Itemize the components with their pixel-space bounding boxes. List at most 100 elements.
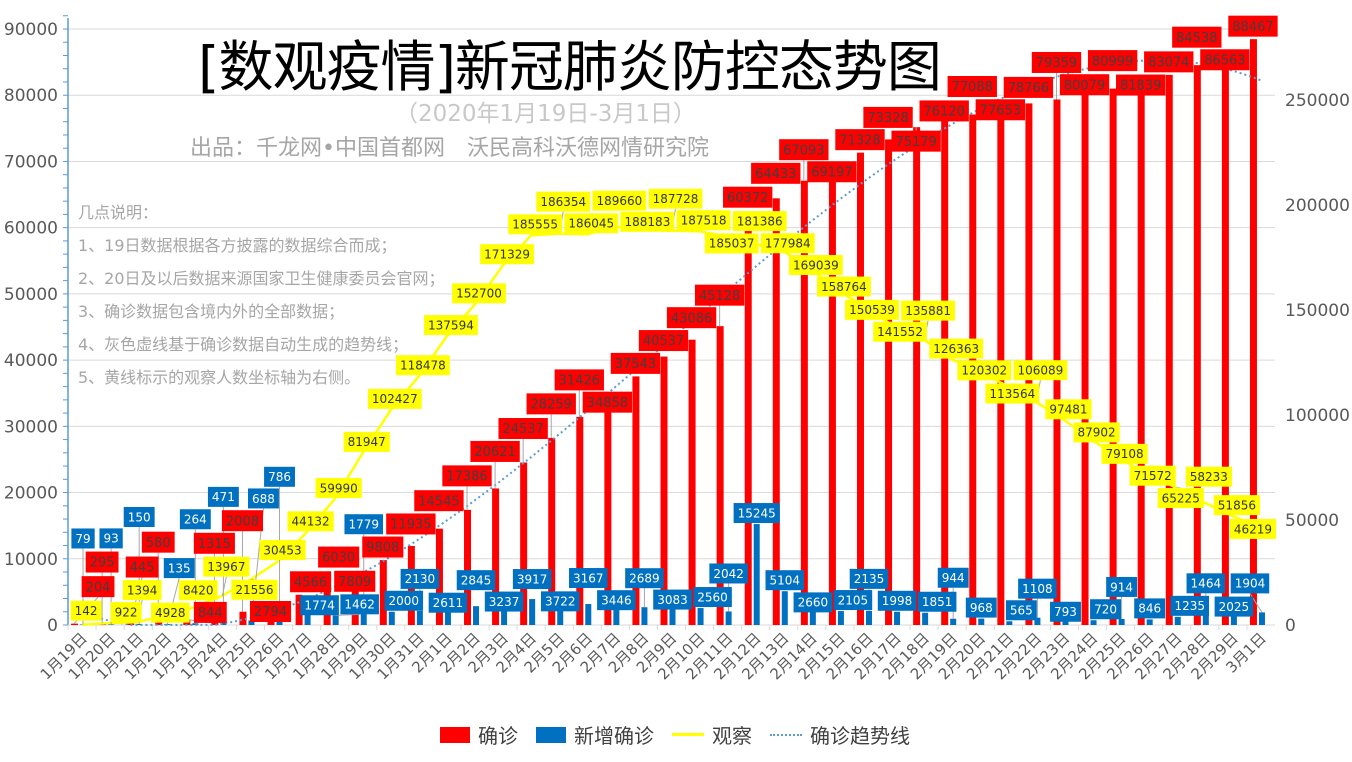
data-label-new-confirmed-group: 5104	[765, 570, 805, 591]
data-label-observation-box	[367, 388, 422, 409]
data-label-observation-group: 185037	[704, 233, 759, 254]
right-axis-tick-label: 150000	[1285, 301, 1350, 321]
data-label-confirmed: 83074	[1148, 56, 1189, 71]
data-label-new-confirmed: 793	[1054, 605, 1077, 619]
bar-confirmed	[464, 509, 472, 625]
data-label-observation-box	[564, 213, 619, 234]
data-label-new-confirmed-box	[1186, 573, 1226, 594]
data-label-observation: 118478	[400, 359, 446, 373]
data-label-observation-group: 152700	[452, 283, 506, 304]
data-label-confirmed-group: 20621	[470, 440, 520, 462]
data-label-observation-box	[817, 276, 871, 297]
data-label-observation: 185037	[709, 237, 755, 251]
data-label-new-confirmed-box	[1230, 573, 1270, 594]
data-label-new-confirmed: 565	[1010, 604, 1033, 618]
data-label-confirmed: 77653	[980, 103, 1021, 118]
data-label-confirmed: 7809	[338, 575, 371, 590]
data-label-new-confirmed-box	[163, 558, 195, 579]
right-axis-tick-label: 200000	[1285, 196, 1350, 216]
data-label-observation: 120302	[961, 364, 1007, 378]
right-axis-tick-label: 0	[1285, 616, 1296, 636]
leader-line	[1249, 593, 1263, 613]
data-label-confirmed-group: 34858	[582, 391, 633, 413]
data-label-new-confirmed-group: 2025	[1214, 596, 1254, 617]
legend-item-confirmed[interactable]: 确诊	[440, 720, 518, 749]
data-label-confirmed-box	[751, 162, 801, 184]
data-label-confirmed-box	[334, 570, 376, 592]
data-label-confirmed-box	[221, 510, 264, 532]
data-label-observation-group: 922	[110, 602, 142, 623]
data-label-confirmed-group: 14545	[414, 490, 464, 512]
data-label-confirmed-group: 81839	[1116, 74, 1166, 96]
data-label-observation: 102427	[372, 392, 418, 406]
bar-confirmed	[1193, 65, 1201, 625]
data-label-confirmed: 1315	[198, 537, 231, 552]
legend-item-trendline[interactable]: 确诊趋势线	[770, 720, 910, 749]
data-label-new-confirmed: 968	[970, 601, 993, 615]
data-label-new-confirmed-group: 944	[937, 567, 969, 588]
data-label-new-confirmed: 846	[1138, 602, 1161, 616]
data-label-new-confirmed-group: 1904	[1230, 573, 1270, 594]
data-label-observation: 135881	[905, 304, 951, 318]
data-label-new-confirmed-box	[1005, 600, 1037, 621]
bar-new-confirmed	[1174, 616, 1181, 625]
data-label-new-confirmed: 3446	[601, 593, 632, 607]
data-label-new-confirmed-box	[917, 591, 957, 612]
data-label-confirmed: 67093	[783, 143, 824, 158]
data-label-confirmed-box	[975, 99, 1026, 121]
data-label-confirmed: 80999	[1092, 54, 1133, 69]
data-label-observation-group: 187728	[648, 188, 703, 209]
bar-new-confirmed	[725, 611, 732, 625]
data-label-confirmed-group: 83074	[1144, 51, 1194, 73]
data-label-confirmed-box	[141, 531, 175, 553]
bar-new-confirmed	[332, 615, 339, 625]
data-label-new-confirmed: 3722	[545, 595, 576, 609]
data-label-new-confirmed-box	[965, 597, 997, 618]
data-label-observation-group: 169039	[788, 255, 843, 276]
data-label-confirmed-group: 6030	[318, 546, 360, 568]
data-label-observation-group: 65225	[1157, 488, 1204, 509]
data-label-new-confirmed-group: 786	[264, 466, 295, 487]
data-label-confirmed-box	[1200, 49, 1250, 71]
data-label-new-confirmed: 15245	[738, 506, 776, 520]
data-label-new-confirmed-box	[428, 592, 468, 613]
legend-swatch-yellow-line	[672, 733, 704, 736]
data-label-confirmed-box	[779, 139, 829, 161]
data-label-new-confirmed: 1774	[304, 599, 335, 613]
legend-item-observation[interactable]: 观察	[672, 720, 752, 749]
data-label-observation-group: 186045	[564, 213, 619, 234]
data-label-confirmed-group: 17386	[442, 465, 492, 487]
data-label-observation-group: 177984	[760, 233, 815, 254]
data-label-new-confirmed: 2105	[838, 593, 869, 607]
data-label-confirmed-box	[290, 571, 332, 593]
left-axis-tick-label: 70000	[4, 152, 58, 172]
data-label-new-confirmed-group: 2105	[833, 590, 873, 611]
data-label-confirmed-group: 31426	[554, 369, 604, 391]
data-label-confirmed: 11935	[390, 518, 431, 533]
data-label-new-confirmed-group: 2845	[456, 570, 496, 591]
note-item: 5、黄线标示的观察人数坐标轴为右侧。	[78, 368, 361, 387]
data-label-confirmed-group: 37543	[610, 352, 661, 374]
data-label-new-confirmed-box	[937, 567, 969, 588]
data-label-new-confirmed-group: 3237	[484, 591, 524, 612]
data-label-confirmed-box	[125, 556, 159, 578]
data-label-confirmed-box	[442, 465, 492, 487]
data-label-new-confirmed-box	[849, 568, 889, 589]
data-label-new-confirmed: 150	[128, 510, 151, 524]
bar-confirmed	[492, 488, 500, 625]
data-label-confirmed-box	[526, 393, 576, 415]
data-label-observation: 51856	[1218, 498, 1256, 512]
data-label-new-confirmed-box	[1050, 601, 1081, 622]
bar-new-confirmed	[697, 608, 704, 625]
data-label-observation-group: 171329	[480, 244, 534, 265]
data-label-new-confirmed: 2560	[697, 590, 728, 604]
data-label-observation: 169039	[793, 258, 839, 272]
legend-item-new-confirmed[interactable]: 新增确诊	[536, 720, 654, 749]
bar-new-confirmed	[950, 618, 957, 625]
data-label-observation: 141552	[877, 325, 923, 339]
bar-new-confirmed	[1118, 618, 1125, 625]
data-label-new-confirmed-group: 2660	[793, 592, 833, 613]
data-label-confirmed-box	[723, 186, 773, 208]
legend-swatch-blue	[536, 726, 566, 743]
